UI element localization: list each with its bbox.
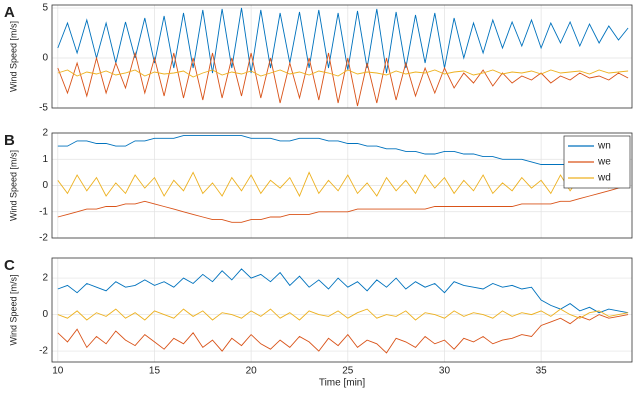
series-line [57,7,629,74]
x-tick-label: 15 [149,366,161,377]
y-tick-label: 2 [42,273,48,284]
x-tick-label: 35 [536,366,548,377]
y-tick-label: 0 [42,53,48,64]
y-tick-label: -2 [39,233,48,244]
x-tick-label: 30 [439,366,451,377]
legend-label: wn [597,141,611,152]
y-tick-label: 0 [42,180,48,191]
series-line [57,308,629,321]
x-tick-label: 25 [342,366,354,377]
plot-frame [51,4,633,109]
y-tick-label: 0 [42,309,48,320]
series-line [57,135,629,179]
legend-label: wd [597,173,611,184]
y-tick-label: -5 [39,103,48,114]
y-tick-label: -1 [39,206,48,217]
x-axis-label: Time [min] [319,378,366,389]
x-tick-label: 10 [52,366,64,377]
y-axis-label: Wind Speed [m/s] [8,150,18,221]
series-line [57,314,629,354]
plot-frame [51,132,633,239]
legend-label: we [597,157,611,168]
y-tick-label: -2 [39,346,48,357]
series-line [57,171,629,198]
panel-letter: B [4,132,15,149]
y-tick-label: 2 [42,128,48,139]
y-tick-label: 1 [42,154,48,165]
y-axis-label: Wind Speed [m/s] [8,21,18,92]
x-tick-label: 20 [246,366,258,377]
series-line [57,51,629,107]
series-line [57,69,629,78]
series-line [57,185,629,223]
y-tick-label: 5 [42,3,48,14]
panel-letter: C [4,257,15,274]
y-axis-label: Wind Speed [m/s] [8,274,18,345]
plot-frame [51,257,633,363]
panel-letter: A [4,4,15,21]
series-line [57,268,629,314]
